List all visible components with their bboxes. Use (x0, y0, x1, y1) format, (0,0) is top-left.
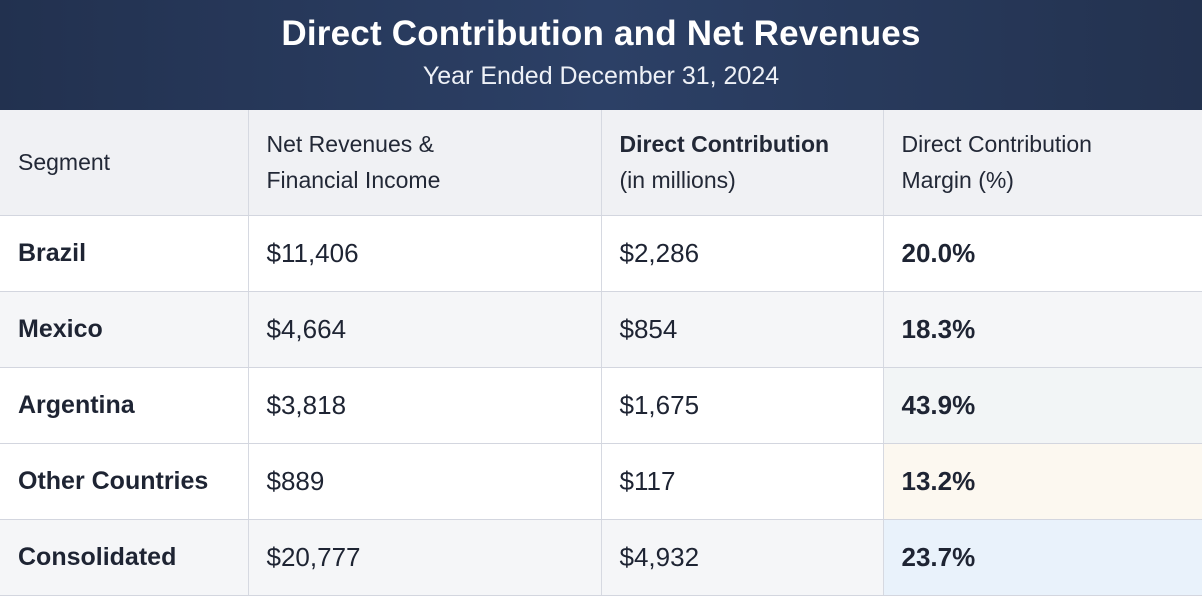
margin-cell: 43.9% (883, 367, 1202, 444)
revenue-cell: $4,664 (248, 291, 602, 368)
header-text: Margin (%) (901, 167, 1014, 194)
contribution-cell: $2,286 (601, 215, 884, 292)
contribution-cell: $1,675 (601, 367, 884, 444)
header-segment: Segment (0, 110, 249, 216)
header-contribution: Direct Contribution (in millions) (601, 110, 884, 216)
revenue-cell: $3,818 (248, 367, 602, 444)
segment-cell: Brazil (0, 215, 249, 292)
header-text: (in millions) (619, 167, 736, 194)
header-text: Financial Income (266, 167, 441, 194)
contribution-cell: $117 (601, 443, 884, 520)
revenue-cell: $20,777 (248, 519, 602, 596)
margin-cell: 13.2% (883, 443, 1202, 520)
header-text: Direct Contribution (901, 131, 1092, 158)
margin-cell: 20.0% (883, 215, 1202, 292)
segment-cell: Mexico (0, 291, 249, 368)
header-text: Segment (18, 149, 111, 176)
segment-cell: Consolidated (0, 519, 249, 596)
table-header-row: Segment Net Revenues & Financial Income D… (0, 110, 1202, 216)
header-text: Direct Contribution (619, 131, 830, 158)
title-banner: Direct Contribution and Net Revenues Yea… (0, 0, 1202, 110)
table-row: Brazil $11,406 $2,286 20.0% (0, 215, 1202, 292)
segment-cell: Other Countries (0, 443, 249, 520)
table-row-total: Consolidated $20,777 $4,932 23.7% (0, 519, 1202, 596)
contribution-cell: $854 (601, 291, 884, 368)
table-row: Argentina $3,818 $1,675 43.9% (0, 367, 1202, 444)
revenue-cell: $11,406 (248, 215, 602, 292)
segment-cell: Argentina (0, 367, 249, 444)
margin-cell: 18.3% (883, 291, 1202, 368)
table-row: Mexico $4,664 $854 18.3% (0, 291, 1202, 368)
margin-cell: 23.7% (883, 519, 1202, 596)
page-title: Direct Contribution and Net Revenues (281, 14, 921, 53)
header-margin: Direct Contribution Margin (%) (883, 110, 1202, 216)
page-subtitle: Year Ended December 31, 2024 (422, 62, 780, 90)
table-row: Other Countries $889 $117 13.2% (0, 443, 1202, 520)
header-revenue: Net Revenues & Financial Income (248, 110, 602, 216)
contribution-cell: $4,932 (601, 519, 884, 596)
revenue-cell: $889 (248, 443, 602, 520)
revenue-table: Segment Net Revenues & Financial Income D… (0, 110, 1202, 596)
header-text: Net Revenues & (266, 131, 434, 158)
